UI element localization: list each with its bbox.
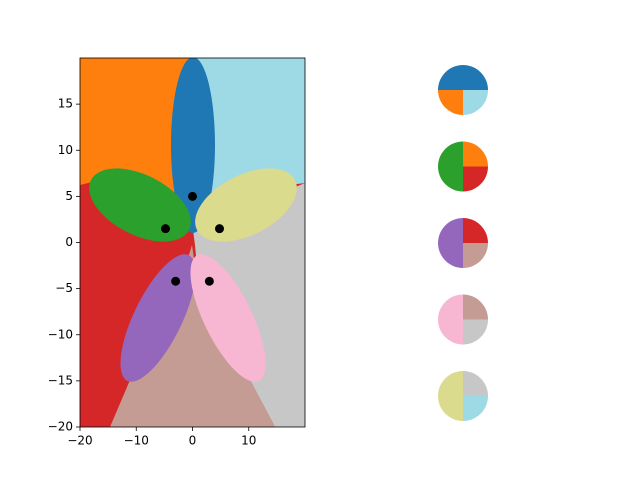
x-tick-label: 0 bbox=[189, 434, 197, 448]
pie-slice bbox=[463, 319, 488, 345]
pie-slice bbox=[438, 141, 463, 192]
pie-slice bbox=[438, 371, 463, 421]
point bbox=[171, 276, 181, 286]
region bbox=[110, 245, 275, 427]
x-tick-label: 10 bbox=[241, 434, 256, 448]
pie-slice bbox=[463, 243, 488, 268]
region-map bbox=[80, 58, 305, 427]
pie-slice bbox=[463, 166, 488, 192]
pie-slice bbox=[463, 371, 488, 396]
region bbox=[171, 58, 215, 233]
pie-slice bbox=[463, 396, 488, 421]
y-tick-label: −20 bbox=[48, 420, 73, 434]
pie-slice bbox=[438, 65, 488, 90]
point bbox=[161, 224, 170, 234]
point bbox=[188, 191, 197, 201]
region bbox=[89, 168, 191, 242]
pie-slice bbox=[438, 90, 463, 115]
region bbox=[120, 254, 196, 382]
point bbox=[215, 224, 224, 234]
pie-slice bbox=[463, 141, 488, 167]
y-tick-label: −10 bbox=[48, 327, 73, 341]
y-tick-label: −5 bbox=[55, 281, 73, 295]
y-tick-label: 15 bbox=[58, 97, 73, 111]
x-tick-label: −20 bbox=[67, 434, 92, 448]
region bbox=[195, 168, 297, 242]
pie-slice bbox=[438, 294, 463, 345]
pie-slice bbox=[463, 90, 488, 115]
y-tick-label: 0 bbox=[65, 235, 73, 249]
pie-slice bbox=[463, 294, 488, 320]
x-tick-label: −10 bbox=[124, 434, 149, 448]
y-tick-label: 10 bbox=[58, 143, 73, 157]
pie-slice bbox=[438, 218, 463, 268]
region bbox=[190, 254, 266, 382]
region bbox=[193, 183, 305, 427]
pie-slice bbox=[463, 218, 488, 243]
y-tick-label: −15 bbox=[48, 373, 73, 387]
y-tick-label: 5 bbox=[65, 189, 73, 203]
point bbox=[204, 276, 214, 286]
